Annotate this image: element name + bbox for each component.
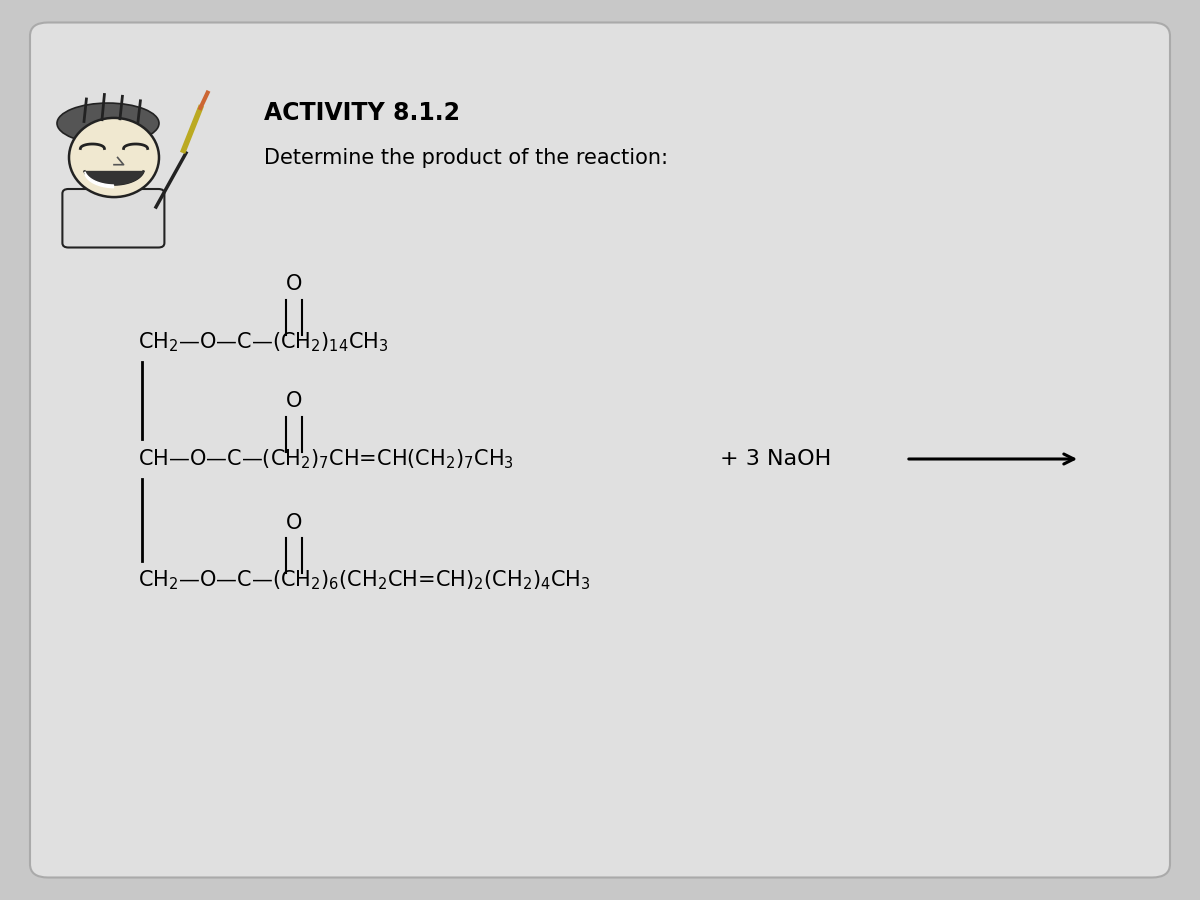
Text: O: O: [286, 392, 302, 411]
Text: ACTIVITY 8.1.2: ACTIVITY 8.1.2: [264, 101, 460, 124]
Ellipse shape: [70, 118, 158, 197]
Text: Determine the product of the reaction:: Determine the product of the reaction:: [264, 148, 668, 167]
FancyBboxPatch shape: [30, 22, 1170, 878]
Text: CH—O—C—(CH$_2$)$_7$CH=CH(CH$_2$)$_7$CH$_3$: CH—O—C—(CH$_2$)$_7$CH=CH(CH$_2$)$_7$CH$_…: [138, 447, 514, 471]
Text: + 3 NaOH: + 3 NaOH: [720, 449, 832, 469]
Text: O: O: [286, 274, 302, 294]
Text: CH$_2$—O—C—(CH$_2$)$_{14}$CH$_3$: CH$_2$—O—C—(CH$_2$)$_{14}$CH$_3$: [138, 330, 389, 354]
Text: CH$_2$—O—C—(CH$_2$)$_6$(CH$_2$CH=CH)$_2$(CH$_2$)$_4$CH$_3$: CH$_2$—O—C—(CH$_2$)$_6$(CH$_2$CH=CH)$_2$…: [138, 569, 590, 592]
FancyBboxPatch shape: [62, 189, 164, 248]
Polygon shape: [84, 172, 144, 184]
Text: O: O: [286, 513, 302, 533]
Ellipse shape: [58, 103, 158, 143]
